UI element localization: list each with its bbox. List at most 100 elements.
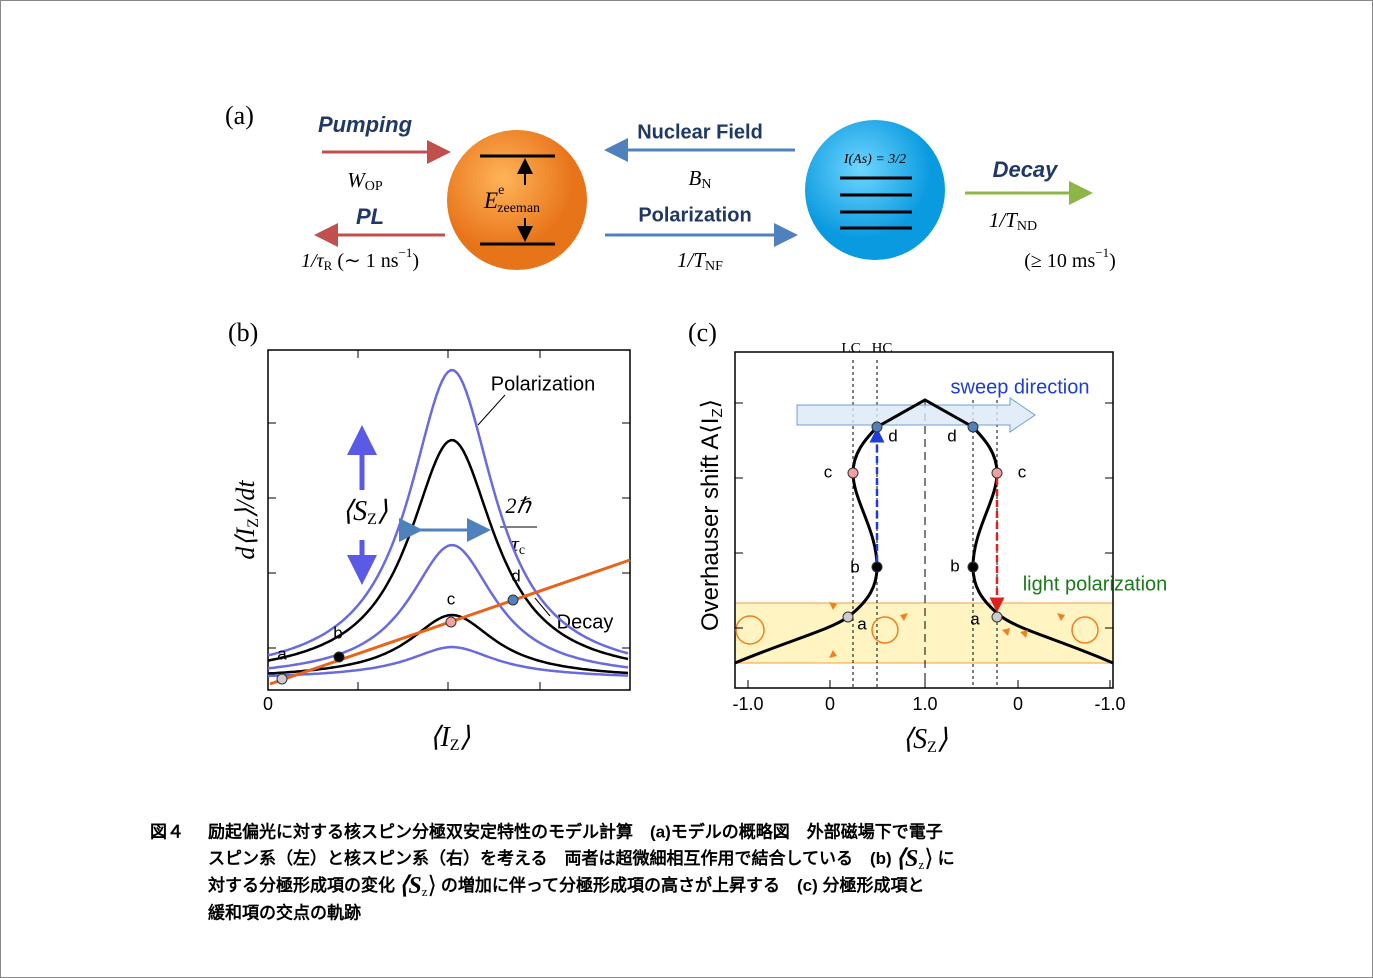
width-numerator: 2ℏ [506,493,533,518]
subscript: c [519,543,525,558]
lc-label: LC [841,340,860,356]
point [968,562,978,572]
superscript: e [498,183,504,198]
symbol: 1/T [677,248,706,272]
text: ⟩ [377,496,388,527]
point [446,617,456,627]
point-label: c [447,589,456,608]
x-axis-label: ⟨SZ⟩ [902,724,948,755]
leader [478,395,505,425]
point [277,674,287,684]
point-label: b [333,623,342,642]
sz-label: ⟨SZ⟩ [342,496,388,527]
text: Overhauser shift A⟨I [697,418,724,631]
point [843,612,853,622]
point [508,595,518,605]
x-tick-label: 0 [1013,694,1023,714]
text: に [938,849,955,868]
subscript: zeeman [497,201,540,216]
text: の増加に伴って分極形成項の高さが上昇する (c) 分極形成項と [441,875,925,895]
text: ⟩ [937,724,948,755]
subscript: ND [1017,219,1037,234]
text: ) [1109,250,1116,272]
light-polarization-label: light polarization [1023,573,1168,595]
sweep-label: sweep direction [951,376,1090,398]
point [992,612,1002,622]
panel-label: (c) [688,318,717,347]
subscript: Z [450,737,460,754]
caption-line: 対する分極形成項の変化⟨Sz⟩の増加に伴って分極形成項の高さが上昇する (c) … [207,873,925,899]
symbol: 1/T [989,208,1018,232]
superscript: −1 [399,245,413,260]
polarization-label: Polarization [491,373,596,395]
light-polarization-band [735,603,1113,663]
sweep-arrow [797,398,1035,432]
decay-label: Decay [993,157,1060,182]
subscript: NF [705,259,723,274]
pl-rate: 1/τR (∼ 1 ns−1) [301,245,419,273]
panel-label: (b) [228,318,258,347]
point-label: a [277,644,287,663]
x-origin: 0 [263,694,273,714]
text: ⟨S [902,724,927,755]
x-axis-label: ⟨IZ⟩ [430,722,471,753]
math: ⟨S [399,873,422,899]
point-label: d [947,426,956,445]
x-tick-label: 1.0 [912,694,937,714]
subscript: Z [245,518,262,528]
subscript: Z [367,511,377,528]
panel-b: (b) d⟨IZ⟩/dt ⟨IZ⟩ 0 Polarization Decay ⟨… [228,318,630,754]
pl-label: PL [356,204,384,229]
x-tick-label: 0 [825,694,835,714]
point [992,468,1002,478]
plot-frame [268,350,630,690]
superscript: −1 [1095,245,1109,260]
caption: 図４ 励起偏光に対する核スピン分極双安定特性のモデル計算 (a)モデルの概略図 … [150,821,955,922]
text: ⟨S [342,496,367,527]
nuclear-field-label: Nuclear Field [637,121,763,143]
point-label: a [970,609,980,628]
electron-spin [447,130,587,270]
point [334,652,344,662]
point [968,422,978,432]
symbol: E [483,188,498,213]
caption-line: 励起偏光に対する核スピン分極双安定特性のモデル計算 (a)モデルの概略図 外部磁… [208,821,943,841]
polarization-rate: 1/TNF [677,248,723,274]
figure: (a) Pumping WOP PL 1/τR (∼ 1 ns−1) Eezee… [0,0,1373,978]
text: d⟨I [231,526,260,559]
point [872,562,882,572]
figure-number: 図４ [150,822,184,841]
point-label: b [850,557,859,576]
panel-c: (c) LC HC sweep direction light polariza… [688,318,1167,756]
caption-line: スピン系（左）と核スピン系（右）を考える 両者は超微細相互作用で結合している (… [208,846,955,872]
point-label: b [950,556,959,575]
symbol: 1/τ [301,250,325,272]
polarization-label: Polarization [638,204,751,226]
text: ⟩ [460,722,471,753]
point-label: c [1018,462,1027,481]
x-tick-label: -1.0 [1094,694,1125,714]
panel-label: (a) [225,101,254,130]
subscript: OP [365,179,383,194]
math: ⟩ [924,846,933,872]
text: 対する分極形成項の変化 [207,875,395,895]
y-axis-label: Overhauser shift A⟨IZ⟩ [697,399,726,631]
y-axis-label: d⟨IZ⟩/dt [231,480,262,560]
point [872,422,882,432]
text: ⟩/dt [231,480,260,518]
text: スピン系（左）と核スピン系（右）を考える 両者は超微細相互作用で結合している (… [208,848,892,868]
text: ⟩ [697,399,724,408]
point-label: c [824,462,833,481]
text: ) [412,250,419,272]
point-label: d [888,426,897,445]
symbol: B [689,166,702,190]
nuclear-spin-label: I(As) = 3/2 [843,152,906,167]
text: (∼ 1 ns [332,250,398,272]
decay-rate: 1/TND [989,208,1037,234]
math: ⟨S [896,846,919,872]
text: ⟨I [430,722,452,753]
decay-time: (≥ 10 ms−1) [1024,245,1116,272]
x-tick-label: -1.0 [732,694,763,714]
point-label: a [857,614,867,633]
